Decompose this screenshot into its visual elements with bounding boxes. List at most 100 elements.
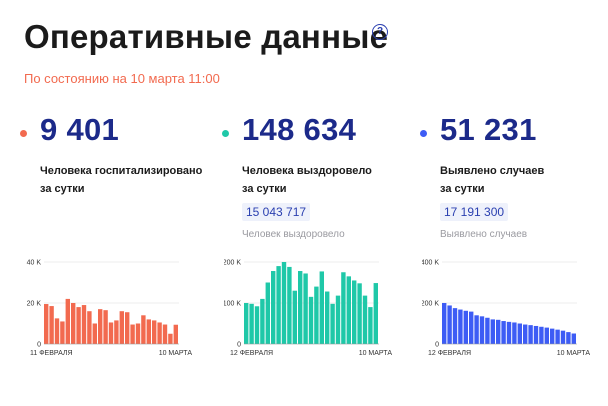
chart-bar (314, 286, 319, 344)
y-tick-label: 40 K (27, 260, 42, 267)
chart-bar (65, 298, 70, 344)
chart-bar (60, 321, 65, 344)
chart-bar (298, 271, 303, 344)
chart-bar (544, 327, 549, 344)
chart-bar (368, 307, 373, 344)
chart-bar (341, 272, 346, 344)
chart-bar (103, 310, 108, 344)
chart-bar (276, 266, 281, 344)
total-recovered-badge: 15 043 717 (242, 203, 311, 221)
chart-bar (173, 324, 178, 344)
chart-bar (87, 311, 92, 344)
stat-value: 51 231 (440, 112, 537, 147)
chart-bar (496, 319, 501, 344)
chart-bar (330, 303, 335, 344)
chart-bar (325, 291, 330, 344)
chart-bar (523, 324, 528, 344)
as-of-timestamp: По состоянию на 10 марта 11:00 (24, 71, 220, 86)
stat-value: 9 401 (40, 112, 120, 147)
x-tick-label-start: 11 ФЕВРАЛЯ (30, 350, 73, 357)
chart-bar (168, 333, 173, 344)
chart-bar (469, 311, 474, 344)
chart-bar (157, 322, 162, 344)
y-tick-label: 20 K (27, 301, 42, 308)
x-tick-label-end: 10 МАРТА (557, 350, 591, 357)
y-tick-label: 0 (435, 342, 439, 349)
recovered-chart-svg: 200 K 100 K 012 ФЕВРАЛЯ 10 МАРТА (224, 260, 392, 358)
stat-description: Человека выздоровело за сутки (242, 162, 412, 198)
chart-bar (135, 323, 141, 344)
chart-bar (130, 324, 135, 344)
chart-bar (566, 332, 571, 344)
chart-bar (254, 306, 260, 344)
chart-bar (528, 325, 533, 344)
stat-description-line: за сутки (40, 183, 85, 195)
help-icon[interactable]: ? (372, 24, 388, 40)
chart-bar (265, 282, 270, 344)
x-tick-label-start: 12 ФЕВРАЛЯ (230, 350, 273, 357)
blue-dot-icon (420, 130, 427, 137)
total-recovered-label: Человек выздоровело (242, 229, 345, 240)
x-tick-label-start: 12 ФЕВРАЛЯ (428, 350, 471, 357)
chart-bar (458, 309, 463, 344)
chart-bar (517, 323, 522, 344)
chart-bar (81, 305, 87, 344)
chart-bar (560, 330, 566, 344)
total-cases-label: Выявлено случаев (440, 229, 528, 240)
chart-bar (271, 271, 276, 344)
chart-bar (308, 296, 314, 344)
chart-bar (474, 315, 479, 344)
stat-recovered: 148 634 Человека выздоровело за сутки 15… (220, 112, 400, 240)
chart-bar (571, 333, 576, 344)
chart-bar (352, 280, 357, 344)
chart-bar (463, 310, 468, 344)
chart-bar (555, 329, 560, 344)
chart-bar (346, 276, 351, 344)
chart-bar (152, 320, 157, 344)
chart-bar (533, 325, 539, 344)
chart-bar (260, 298, 265, 344)
stat-value: 148 634 (242, 112, 357, 147)
chart-bar (92, 323, 97, 344)
y-tick-label: 0 (237, 342, 241, 349)
chart-bar (244, 303, 249, 344)
stat-description-line: за сутки (440, 183, 485, 195)
chart-bar (71, 303, 76, 344)
stat-description-line: Выявлено случаев (440, 165, 545, 177)
total-cases-badge: 17 191 300 (440, 203, 509, 221)
stat-hospitalized: 9 401 Человека госпитализировано за сутк… (18, 112, 202, 195)
chart-bar (114, 320, 119, 344)
teal-dot-icon (222, 130, 229, 137)
chart-bar (54, 318, 60, 345)
x-tick-label-end: 10 МАРТА (159, 350, 193, 357)
chart-bar (146, 319, 151, 344)
chart-bar (442, 303, 447, 344)
chart-bar (249, 303, 254, 344)
y-tick-label: 200 K (422, 301, 439, 308)
chart-bar (76, 307, 81, 344)
stat-description: Выявлено случаев за сутки (440, 162, 608, 198)
chart-bar (303, 273, 308, 344)
chart-bar (335, 295, 341, 344)
cases-chart-svg: 400 K 200 K 012 ФЕВРАЛЯ 10 МАРТА (422, 260, 591, 358)
recovered-chart: 200 K 100 K 0 12 ФЕВРАЛЯ 10 МАРТА (224, 256, 394, 364)
chart-bar (162, 324, 168, 344)
y-tick-label: 100 K (224, 301, 241, 308)
cases-chart: 400 K 200 K 0 12 ФЕВРАЛЯ 10 МАРТА (422, 256, 592, 364)
chart-bar (373, 283, 378, 344)
y-tick-label: 200 K (224, 260, 241, 267)
chart-bar (141, 315, 146, 344)
chart-bar (119, 311, 124, 344)
chart-bar (44, 304, 49, 344)
chart-bar (287, 266, 292, 344)
hospitalized-chart: 40 K 20 K 0 11 ФЕВРАЛЯ 10 МАРТА (24, 256, 194, 364)
chart-bar (506, 321, 512, 344)
stat-description-line: за сутки (242, 183, 287, 195)
chart-bar (479, 316, 485, 345)
orange-dot-icon (20, 130, 27, 137)
stat-description-line: Человека госпитализировано (40, 165, 203, 177)
chart-bar (281, 262, 287, 344)
chart-bar (98, 309, 103, 344)
chart-bar (447, 305, 452, 344)
chart-bar (49, 306, 54, 344)
